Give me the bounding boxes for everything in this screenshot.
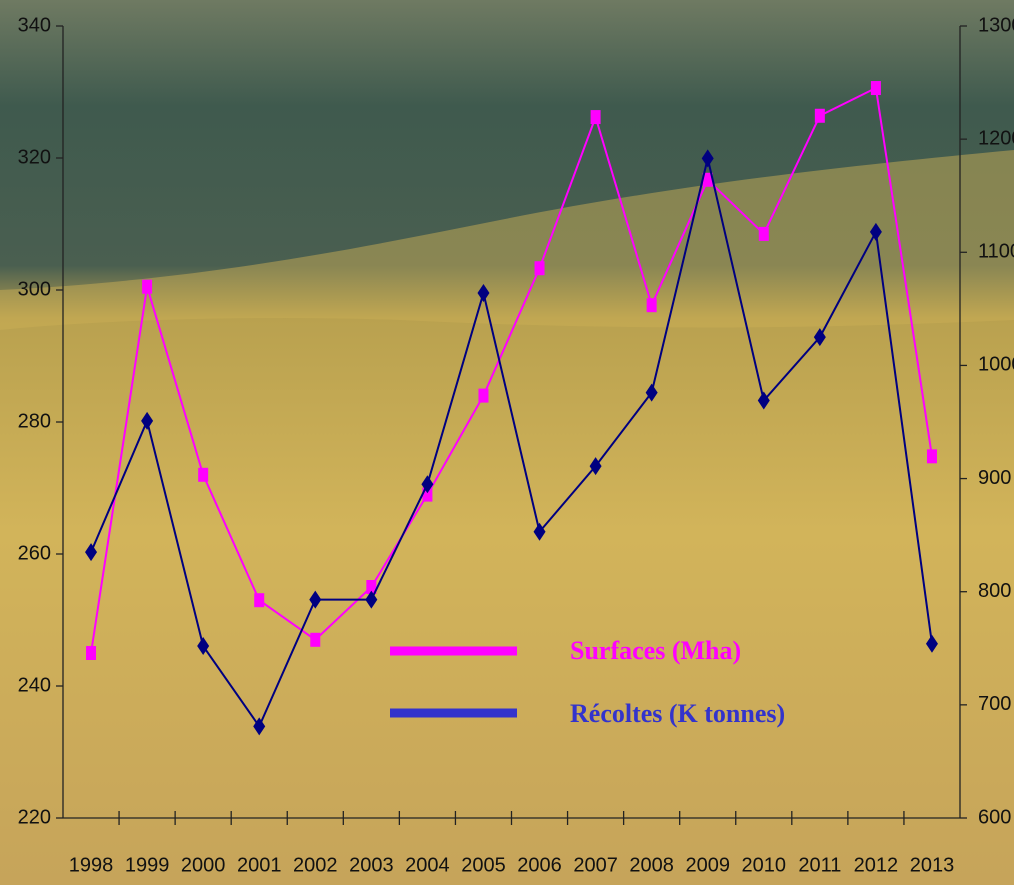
point <box>533 522 546 541</box>
point <box>365 590 378 609</box>
x-tick-label: 2006 <box>517 854 562 876</box>
y-tick-label: 220 <box>18 806 51 828</box>
x-tick-label: 2003 <box>349 854 394 876</box>
x-tick-label: 1999 <box>125 854 170 876</box>
point <box>813 328 826 347</box>
point <box>85 543 98 562</box>
y2-tick-label: 800 <box>978 580 1011 602</box>
x-tick-label: 2011 <box>798 854 841 876</box>
point <box>197 637 210 656</box>
x-tick-label: 2009 <box>685 854 730 876</box>
legend-label: Récoltes (K tonnes) <box>570 699 785 728</box>
point <box>366 580 377 594</box>
x-tick-label: 2012 <box>854 854 899 876</box>
point <box>253 717 266 736</box>
x-tick-label: 2000 <box>181 854 226 876</box>
point <box>198 467 209 482</box>
field-band <box>0 150 1014 330</box>
point <box>870 81 881 96</box>
y-tick-label: 320 <box>18 146 51 168</box>
point <box>86 646 97 660</box>
x-tick-label: 2008 <box>629 854 674 876</box>
axes: 220 240 260 280 300 320 340 600 700 800 900 1000 110… <box>18 14 1014 876</box>
point <box>814 108 825 123</box>
x-tick-label: 1998 <box>69 854 114 876</box>
y-tick-label: 280 <box>18 410 51 432</box>
point <box>926 449 937 464</box>
point <box>701 149 714 168</box>
point <box>478 388 489 403</box>
point <box>925 634 938 653</box>
x-tick-label: 2004 <box>405 854 450 876</box>
point <box>869 222 882 241</box>
y-tick-label: 240 <box>18 674 51 696</box>
point <box>702 172 713 187</box>
x-tick-label: 2010 <box>742 854 787 876</box>
y2-tick-label: 1100 <box>978 241 1014 263</box>
x-tick-label: 2007 <box>573 854 618 876</box>
y2-tick-label: 1000 <box>978 354 1014 376</box>
point <box>422 487 433 502</box>
point <box>310 632 321 647</box>
point <box>589 457 602 476</box>
point <box>646 298 657 313</box>
point <box>590 110 601 125</box>
point <box>142 279 153 294</box>
y2-tick-label: 900 <box>978 467 1011 489</box>
y-tick-label: 340 <box>18 14 51 36</box>
y-tick-label: 300 <box>18 278 51 300</box>
x-tick-label: 2002 <box>293 854 338 876</box>
x-tick-label: 2001 <box>237 854 282 876</box>
point <box>477 284 490 303</box>
x-tick-label: 2013 <box>910 854 955 876</box>
y2-tick-label: 700 <box>978 693 1011 715</box>
point <box>254 593 265 608</box>
point <box>141 411 154 430</box>
legend-label: Surfaces (Mha) <box>570 636 741 665</box>
y2-tick-label: 1300 <box>978 14 1014 36</box>
y-tick-label: 260 <box>18 542 51 564</box>
series-line <box>90 86 933 654</box>
y2-tick-label: 600 <box>978 806 1011 828</box>
point <box>534 261 545 276</box>
x-tick-label: 2005 <box>461 854 506 876</box>
point <box>421 475 434 494</box>
point <box>758 226 769 241</box>
series-line <box>90 158 933 729</box>
point <box>757 391 770 410</box>
point <box>309 590 322 609</box>
point <box>645 383 658 402</box>
